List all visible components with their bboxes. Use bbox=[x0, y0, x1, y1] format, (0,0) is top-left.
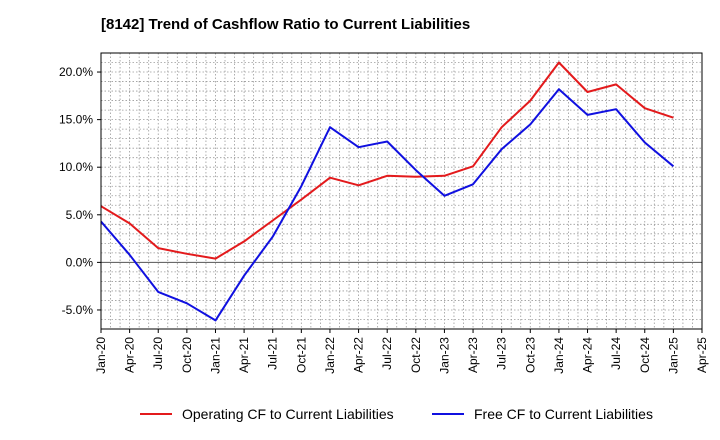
x-axis: Jan-20 Apr-20 Jul-20 Oct-20 Jan-21 Apr-21 Jul-… bbox=[94, 329, 709, 374]
x-tick-label: Oct-24 bbox=[638, 337, 652, 373]
y-tick-label: 15.0% bbox=[59, 113, 93, 127]
x-tick-label: Apr-22 bbox=[352, 337, 366, 373]
y-tick-label: -5.0% bbox=[62, 303, 94, 317]
x-tick-label: Apr-25 bbox=[695, 337, 709, 373]
series-line-2 bbox=[100, 88, 675, 322]
x-tick-label: Oct-22 bbox=[409, 337, 423, 373]
x-tick-label: Apr-20 bbox=[123, 337, 137, 373]
y-tick-label: 20.0% bbox=[59, 65, 93, 79]
x-tick-label: Jul-22 bbox=[380, 337, 394, 370]
x-tick-label: Jan-25 bbox=[666, 337, 680, 374]
x-tick-label: Apr-23 bbox=[466, 337, 480, 373]
x-tick-label: Jan-22 bbox=[323, 337, 337, 374]
x-tick-label: Jul-20 bbox=[151, 337, 165, 370]
series-line-1 bbox=[100, 61, 674, 260]
y-tick-label: 0.0% bbox=[66, 255, 94, 269]
x-tick-label: Jan-20 bbox=[94, 337, 108, 374]
x-tick-label: Apr-24 bbox=[581, 337, 595, 373]
y-tick-label: 10.0% bbox=[59, 160, 93, 174]
plot-frame bbox=[100, 52, 703, 330]
grid-lines bbox=[101, 52, 702, 330]
legend-label-1: Operating CF to Current Liabilities bbox=[182, 406, 394, 422]
x-tick-label: Oct-20 bbox=[180, 337, 194, 373]
legend: Operating CF to Current Liabilities Free … bbox=[140, 406, 653, 422]
y-tick-label: 5.0% bbox=[66, 208, 94, 222]
chart-title: [8142] Trend of Cashflow Ratio to Curren… bbox=[101, 16, 471, 33]
x-tick-label: Jul-24 bbox=[609, 337, 623, 370]
x-tick-label: Apr-21 bbox=[237, 337, 251, 373]
x-tick-label: Jan-24 bbox=[552, 337, 566, 374]
x-tick-label: Jul-21 bbox=[266, 337, 280, 370]
x-tick-label: Oct-21 bbox=[294, 337, 308, 373]
series-lines bbox=[100, 61, 675, 322]
x-tick-label: Jan-21 bbox=[208, 337, 222, 374]
x-tick-label: Jan-23 bbox=[437, 337, 451, 374]
legend-label-2: Free CF to Current Liabilities bbox=[474, 406, 653, 422]
y-axis: -5.0% 0.0% 5.0% 10.0% 15.0% 20.0% bbox=[59, 65, 101, 317]
x-tick-label: Oct-23 bbox=[523, 337, 537, 373]
x-tick-label: Jul-23 bbox=[495, 337, 509, 370]
